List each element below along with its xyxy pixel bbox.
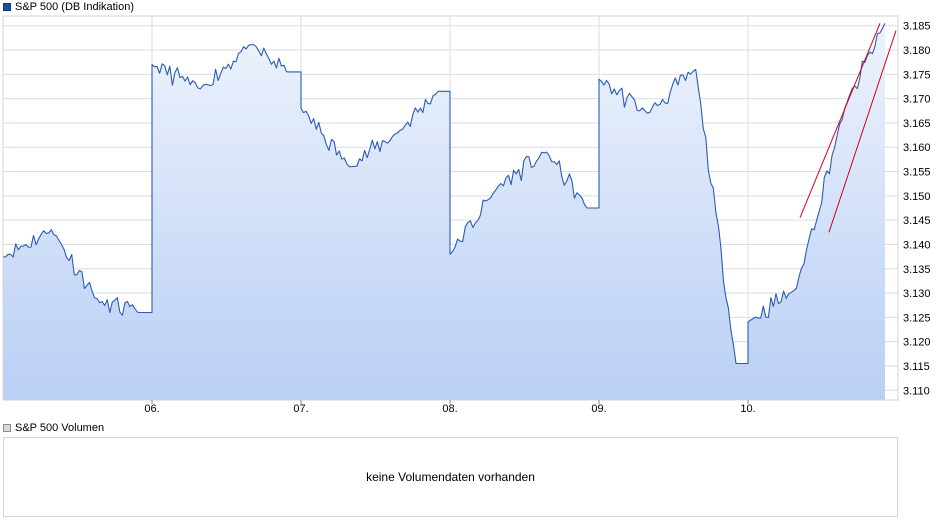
volume-panel: keine Volumendaten vorhanden <box>3 437 898 517</box>
y-tick-label: 3.120 <box>903 337 931 349</box>
y-tick-label: 3.110 <box>903 385 930 397</box>
trendline <box>828 30 897 233</box>
price-area <box>3 23 885 401</box>
y-tick-label: 3.150 <box>903 191 931 203</box>
price-legend: S&P 500 (DB Indikation) <box>3 0 134 14</box>
volume-legend-swatch <box>3 424 11 432</box>
y-tick-label: 3.180 <box>903 45 931 57</box>
price-line <box>2 23 886 365</box>
y-tick-label: 3.170 <box>903 94 931 106</box>
x-axis: 06. 07. 08. 09. 10. <box>144 400 756 415</box>
x-tick-label: 08. <box>442 403 457 415</box>
y-axis: 3.110 3.115 3.120 3.125 3.130 3.135 3.140 3.145… <box>903 21 931 398</box>
volume-empty-message: keine Volumendaten vorhanden <box>366 470 535 484</box>
volume-legend: S&P 500 Volumen <box>3 421 104 435</box>
x-tick-label: 10. <box>740 403 755 415</box>
y-tick-label: 3.145 <box>903 215 931 227</box>
y-tick-label: 3.160 <box>903 142 931 154</box>
price-legend-label: S&P 500 (DB Indikation) <box>15 1 135 13</box>
y-tick-label: 3.175 <box>903 69 931 81</box>
y-tick-label: 3.140 <box>903 239 931 251</box>
trendline <box>799 23 881 218</box>
y-tick-label: 3.125 <box>903 312 931 324</box>
x-tick-label: 06. <box>144 403 159 415</box>
trendlines <box>799 23 897 233</box>
y-tick-label: 3.135 <box>903 264 931 276</box>
y-tick-label: 3.165 <box>903 118 931 130</box>
y-tick-label: 3.155 <box>903 167 931 179</box>
y-tick-label: 3.130 <box>903 288 931 300</box>
x-tick-label: 07. <box>293 403 308 415</box>
price-legend-swatch <box>3 3 11 11</box>
y-tick-label: 3.115 <box>903 361 930 373</box>
y-tick-label: 3.185 <box>903 21 931 33</box>
volume-legend-label: S&P 500 Volumen <box>15 422 105 434</box>
x-tick-label: 09. <box>591 403 606 415</box>
